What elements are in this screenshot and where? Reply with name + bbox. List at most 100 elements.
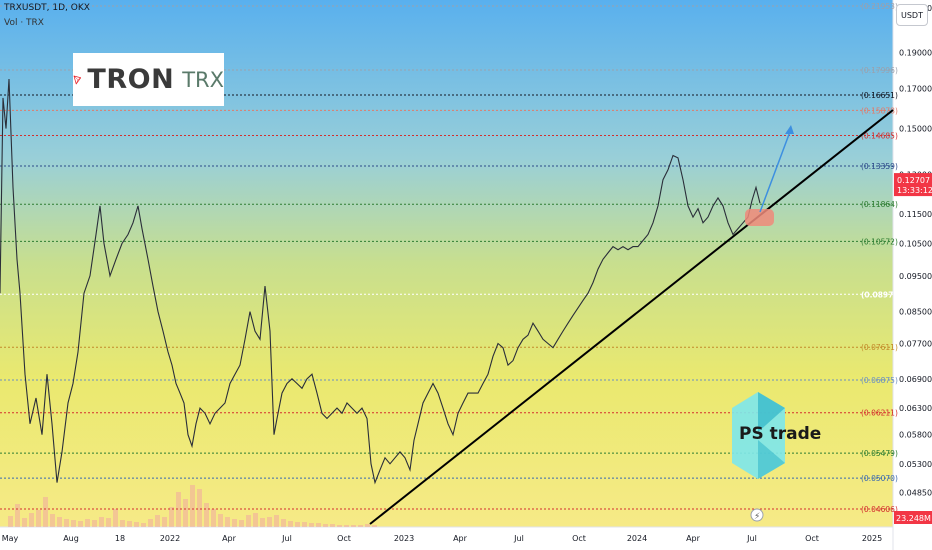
volume-bar-37 xyxy=(267,517,272,527)
volume-bar-22 xyxy=(162,517,167,527)
volume-bar-24 xyxy=(176,492,181,527)
price-tick-2: 0.17000 xyxy=(899,84,932,93)
time-tick-8: Apr xyxy=(453,534,468,543)
volume-bar-18 xyxy=(134,522,139,527)
volume-bar-15 xyxy=(113,509,118,527)
volume-bar-52 xyxy=(372,525,377,527)
volume-bar-25 xyxy=(183,499,188,527)
time-tick-11: 2024 xyxy=(627,534,647,543)
volume-bar-10 xyxy=(78,521,83,527)
volume-bar-6 xyxy=(50,514,55,527)
volume-bar-29 xyxy=(211,509,216,527)
tron-logo-text: TRON xyxy=(87,64,175,95)
volume-bar-21 xyxy=(155,515,160,527)
time-axis-ticks: May Aug 18 2022 Apr Jul Oct 2023 Apr Jul Oct 2024 Ap… xyxy=(2,534,882,543)
price-tick-7: 0.09500 xyxy=(899,272,932,281)
volume-indicator-label[interactable]: Vol · TRX xyxy=(4,18,44,28)
level-label-7: (0.10572) xyxy=(861,237,898,246)
level-label-6: (0.11864) xyxy=(861,200,898,209)
event-icon[interactable] xyxy=(750,508,764,522)
price-tick-6: 0.10500 xyxy=(899,240,932,249)
volume-bar-36 xyxy=(260,518,265,527)
projection-arrow-head xyxy=(785,125,794,134)
volume-bar-44 xyxy=(316,523,321,527)
volume-bar-1 xyxy=(15,504,20,527)
volume-bar-35 xyxy=(253,513,258,527)
event-icon-glyph: ⚡ xyxy=(754,512,760,522)
volume-bar-40 xyxy=(288,521,293,527)
volume-bars xyxy=(8,485,377,527)
time-tick-6: Oct xyxy=(337,534,351,543)
volume-bar-4 xyxy=(36,510,41,527)
level-label-9: (0.07611) xyxy=(861,343,898,352)
ps-trade-logo-facet-2 xyxy=(758,440,785,479)
volume-bar-46 xyxy=(330,524,335,527)
countdown-timer: 13:33:12 xyxy=(897,186,932,195)
annotations: ⚡ xyxy=(369,109,894,525)
time-tick-5: Jul xyxy=(281,534,292,543)
volume-bar-47 xyxy=(337,525,342,527)
volume-bar-0 xyxy=(8,516,13,527)
time-tick-1: Aug xyxy=(63,534,79,543)
volume-bar-16 xyxy=(120,520,125,527)
volume-bar-2 xyxy=(22,518,27,527)
level-label-0: (0.21953) xyxy=(861,2,898,11)
currency-selector-button[interactable]: USDT xyxy=(896,4,928,26)
price-series xyxy=(0,78,761,485)
volume-bar-41 xyxy=(295,522,300,527)
volume-bar-5 xyxy=(43,497,48,527)
trendline[interactable] xyxy=(369,109,894,525)
time-tick-4: Apr xyxy=(222,534,237,543)
price-tick-11: 0.06300 xyxy=(899,404,932,413)
time-tick-2: 18 xyxy=(115,534,125,543)
price-tick-12: 0.05800 xyxy=(899,431,932,440)
price-line xyxy=(0,78,761,485)
time-tick-7: 2023 xyxy=(394,534,414,543)
volume-bar-11 xyxy=(85,519,90,527)
time-tick-0: May xyxy=(2,534,19,543)
price-tick-9: 0.07700 xyxy=(899,339,932,348)
price-tick-13: 0.05300 xyxy=(899,460,932,469)
volume-bar-27 xyxy=(197,489,202,527)
level-label-12: (0.05479) xyxy=(861,449,898,458)
time-axis-background xyxy=(0,527,932,550)
time-tick-15: 2025 xyxy=(862,534,882,543)
volume-bar-28 xyxy=(204,503,209,527)
volume-bar-48 xyxy=(344,525,349,527)
volume-bar-31 xyxy=(225,517,230,527)
volume-bar-45 xyxy=(323,524,328,527)
price-tick-14: 0.04850 xyxy=(899,488,932,497)
volume-bar-26 xyxy=(190,485,195,527)
projection-arrow[interactable] xyxy=(759,128,792,213)
time-tick-14: Oct xyxy=(805,534,819,543)
time-tick-9: Jul xyxy=(513,534,524,543)
trx-logo-text: TRX xyxy=(182,67,224,92)
tron-logo: TRON TRX xyxy=(73,53,224,106)
ps-trade-watermark: PS trade xyxy=(739,424,822,444)
volume-bar-39 xyxy=(281,519,286,527)
volume-bar-32 xyxy=(232,519,237,527)
volume-bar-49 xyxy=(351,525,356,527)
symbol-info[interactable]: TRXUSDT, 1D, OKX xyxy=(4,3,90,13)
volume-bar-19 xyxy=(141,523,146,527)
time-tick-13: Jul xyxy=(746,534,757,543)
current-price-value: 0.12707 xyxy=(897,176,930,185)
volume-bar-34 xyxy=(246,515,251,527)
volume-badge-value: 23.248M xyxy=(896,514,931,523)
level-label-8: (0.08970) xyxy=(861,290,902,299)
volume-bar-50 xyxy=(358,525,363,527)
volume-bar-7 xyxy=(57,517,62,527)
level-label-1: (0.17996) xyxy=(861,66,898,75)
price-tick-10: 0.06900 xyxy=(899,375,932,384)
support-box[interactable] xyxy=(745,209,774,226)
volume-bar-33 xyxy=(239,520,244,527)
price-tick-1: 0.19000 xyxy=(899,48,932,57)
tron-triangle-icon xyxy=(73,75,82,84)
price-tick-8: 0.08500 xyxy=(899,308,932,317)
volume-badge xyxy=(894,511,932,524)
level-label-5: (0.13359) xyxy=(861,162,898,171)
volume-bar-30 xyxy=(218,514,223,527)
level-label-2: (0.16651) xyxy=(861,91,898,100)
time-tick-10: Oct xyxy=(572,534,586,543)
